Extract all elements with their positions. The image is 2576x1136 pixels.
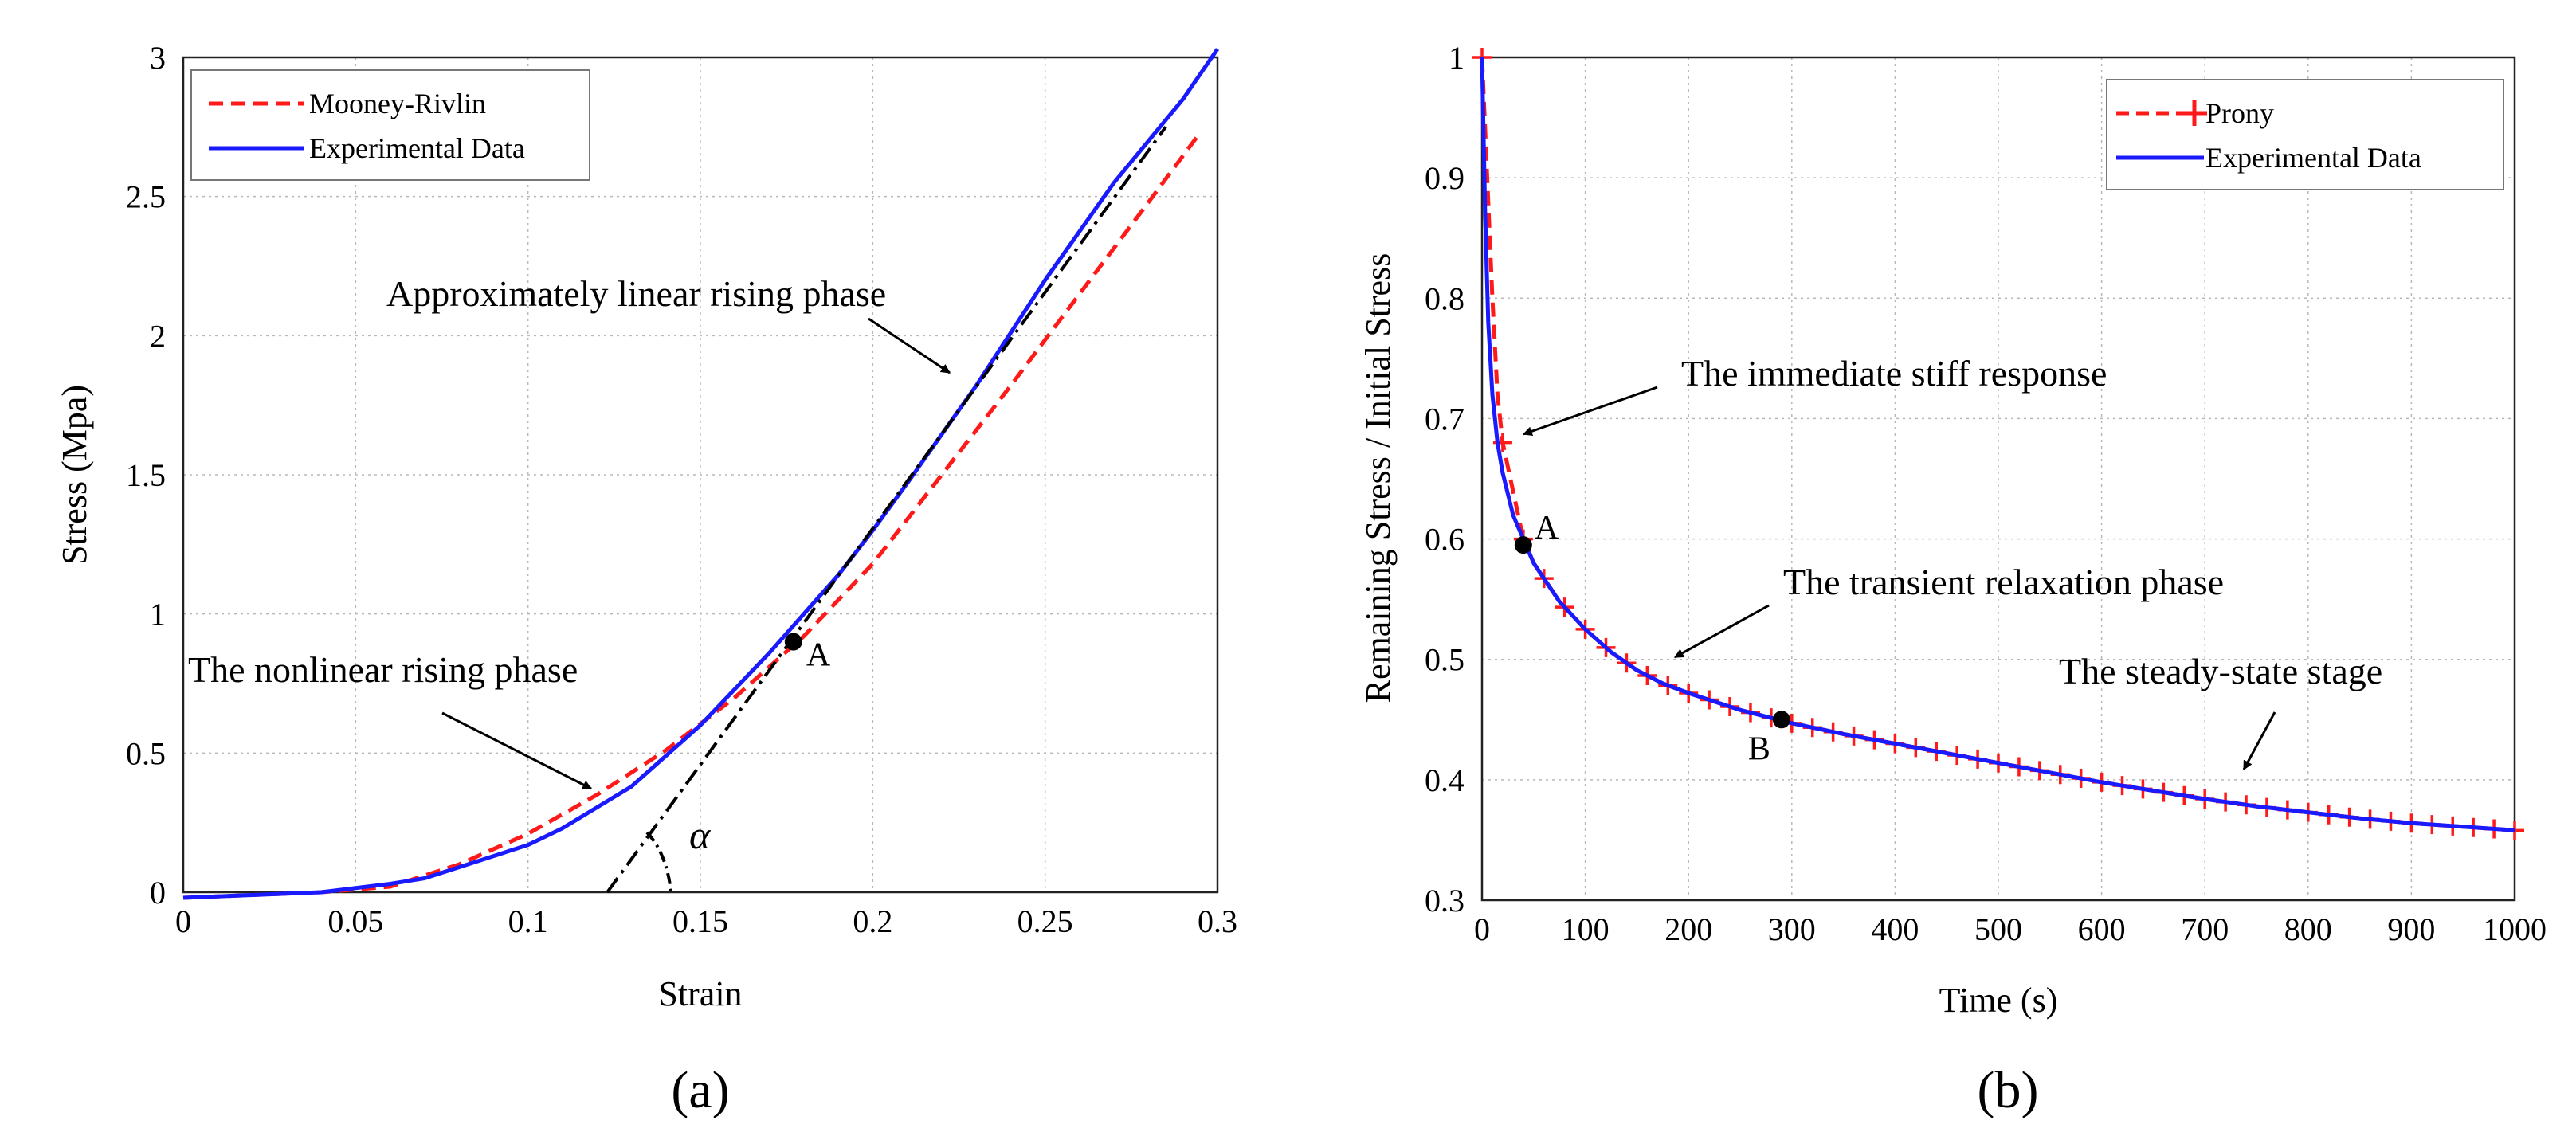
- panel-b-axes-frame: [1480, 56, 2516, 902]
- panel-a-x-tick-label: 0.15: [672, 903, 728, 939]
- panel-a-y-tick-label: 2: [150, 318, 166, 354]
- panel-a-point-label-a: A: [806, 637, 831, 674]
- panel-b-y-tick-label: 0.5: [1425, 642, 1464, 678]
- panel-a-y-tick-label: 0: [150, 875, 166, 911]
- angle-alpha-label: α: [689, 813, 712, 857]
- panel-b-y-tick-label: 0.9: [1425, 160, 1464, 196]
- panel-a-x-tick-label: 0.05: [327, 903, 383, 939]
- panel-b-caption: (b): [1978, 1061, 2039, 1119]
- panel-a-ticks: 0 0.05 0.1 0.15 0.2 0.25 0.3 0 0.5 1 1.5 2 2.5 3: [126, 40, 1237, 939]
- panel-b-x-tick-label: 1000: [2483, 911, 2547, 947]
- annotation-immediate-stiff-arrow: [1522, 386, 1658, 437]
- panel-a-series-experimental-data: [182, 48, 1220, 900]
- annotation-linear-phase: Approximately linear rising phase: [386, 273, 886, 314]
- panel-a-legend-box: [190, 69, 590, 181]
- panel-a-y-axis-label: Stress (Mpa): [55, 385, 94, 565]
- panel-a-x-tick-label: 0.25: [1017, 903, 1073, 939]
- angle-alpha-arc: [645, 831, 672, 891]
- panel-b-x-tick-label: 0: [1474, 911, 1490, 947]
- panel-b-y-tick-label: 0.4: [1425, 762, 1464, 798]
- panel-a-point-a: [784, 633, 802, 651]
- panel-b-point-a: [1514, 536, 1532, 554]
- panel-a-series-mooney-rivlin: [182, 131, 1202, 900]
- panel-a-x-tick-label: 0: [175, 903, 191, 939]
- panel-a-y-tick-label: 3: [150, 40, 166, 76]
- annotation-steady-state: The steady-state stage: [2059, 651, 2382, 691]
- panel-a-markers: A: [784, 633, 831, 674]
- panel-b-x-axis-label: Time (s): [1939, 981, 2058, 1020]
- panel-b-y-axis-label: Remaining Stress / Initial Stress: [1359, 253, 1398, 703]
- annotation-steady-state-arrow: [2242, 711, 2276, 771]
- panel-b-series-experimental-data: [1480, 57, 2515, 832]
- panel-b-x-tick-label: 300: [1768, 911, 1816, 947]
- panel-b-y-tick-label: 0.8: [1425, 280, 1464, 316]
- panel-b-markers: AB: [1514, 510, 1790, 767]
- panel-b-y-tick-label: 0.7: [1425, 401, 1464, 437]
- panel-a: 0 0.05 0.1 0.15 0.2 0.25 0.3 0 0.5 1 1.5 2 2.5 3 A Mo…: [55, 40, 1237, 1119]
- panel-b-point-label-b: B: [1748, 731, 1770, 767]
- panel-a-x-tick-label: 0.3: [1198, 903, 1237, 939]
- panel-a-y-tick-label: 2.5: [126, 179, 166, 215]
- panel-b-x-tick-label: 800: [2284, 911, 2332, 947]
- annotation-immediate-stiff: The immediate stiff response: [1681, 353, 2107, 394]
- panel-a-grid: [182, 57, 1218, 893]
- panel-b-legend: Prony Experimental Data: [2106, 79, 2504, 190]
- annotation-nonlinear-phase-arrow: [441, 711, 593, 790]
- panel-b-ticks: 0 100 200 300 400 500 600 700 800 900 1000 0.3 0.4 0.…: [1425, 40, 2547, 947]
- panel-b-x-tick-label: 200: [1664, 911, 1712, 947]
- panel-a-y-tick-label: 1: [150, 597, 166, 633]
- panel-b-point-b: [1772, 711, 1790, 729]
- panel-b-x-tick-label: 900: [2387, 911, 2435, 947]
- panel-b-x-tick-label: 600: [2078, 911, 2126, 947]
- panel-b-x-tick-label: 500: [1974, 911, 2022, 947]
- panel-b-x-tick-label: 100: [1562, 911, 1610, 947]
- panel-b-point-label-a: A: [1535, 510, 1559, 546]
- panel-b-x-tick-label: 700: [2181, 911, 2229, 947]
- annotation-transient-phase-arrow: [1673, 604, 1770, 659]
- panel-b: 0 100 200 300 400 500 600 700 800 900 1000 0.3 0.4 0.…: [1359, 40, 2547, 1119]
- legend-label-experimental-b: Experimental Data: [2205, 142, 2421, 174]
- annotation-nonlinear-phase: The nonlinear rising phase: [188, 649, 578, 690]
- legend-label-prony: Prony: [2205, 97, 2274, 129]
- panel-a-axes-frame: [182, 56, 1219, 894]
- panel-a-x-tick-label: 0.1: [508, 903, 548, 939]
- panel-a-caption: (a): [671, 1061, 729, 1119]
- panel-a-y-tick-label: 1.5: [126, 457, 166, 493]
- panel-b-legend-box: [2106, 79, 2504, 190]
- panel-a-y-tick-label: 0.5: [126, 735, 166, 771]
- panel-b-y-tick-label: 0.6: [1425, 522, 1464, 558]
- panel-b-series: [1472, 48, 2524, 840]
- legend-label-mooney-rivlin: Mooney-Rivlin: [309, 88, 486, 119]
- panel-b-x-tick-label: 400: [1871, 911, 1919, 947]
- annotation-linear-phase-arrow: [868, 317, 951, 374]
- panel-a-x-axis-label: Strain: [658, 974, 742, 1013]
- panel-a-legend: Mooney-Rivlin Experimental Data: [190, 69, 590, 181]
- annotation-transient-phase: The transient relaxation phase: [1783, 562, 2224, 602]
- panel-a-series-tangent: [606, 126, 1167, 894]
- panel-a-x-tick-label: 0.2: [853, 903, 892, 939]
- panel-b-y-tick-label: 0.3: [1425, 883, 1464, 919]
- legend-swatch-prony-plus: [2182, 100, 2207, 126]
- panel-b-y-tick-label: 1: [1449, 40, 1464, 76]
- panel-a-series: [182, 48, 1220, 900]
- legend-label-experimental-a: Experimental Data: [309, 132, 525, 164]
